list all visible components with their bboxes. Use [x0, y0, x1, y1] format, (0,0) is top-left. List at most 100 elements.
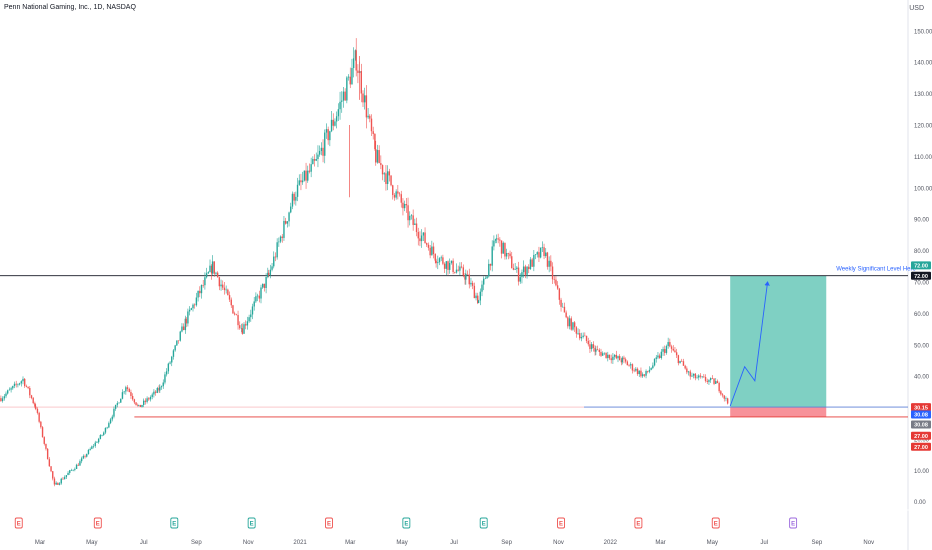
y-tick-label: 110.00 [914, 155, 932, 161]
candle-body [681, 360, 683, 362]
candle-body [526, 266, 528, 275]
candle-body [185, 318, 187, 324]
x-tick-label: Sep [501, 540, 512, 546]
candle-body [126, 387, 129, 389]
earnings-marker-box [711, 517, 720, 529]
currency-label: USD [909, 5, 924, 12]
candle-body [342, 91, 345, 101]
candle-body [617, 356, 619, 359]
candle-body [5, 393, 7, 397]
earnings-marker[interactable]: E [479, 517, 488, 529]
earnings-marker[interactable]: E [557, 517, 565, 529]
candle-body [52, 471, 54, 479]
candle-body [450, 260, 453, 264]
earnings-marker-letter: E [96, 522, 100, 528]
candle-body [533, 254, 535, 267]
candle-body [664, 349, 666, 353]
candle-body [106, 427, 108, 429]
candle-body [534, 254, 537, 256]
candle-body [652, 365, 654, 369]
price-label-box [911, 420, 931, 429]
price-label-box [911, 410, 931, 419]
stop-loss-zone [730, 407, 827, 417]
candle-body [471, 282, 474, 286]
candle-body [269, 269, 272, 275]
candle-body [390, 175, 392, 186]
candle-body [237, 315, 239, 326]
candle-body [69, 470, 71, 473]
candle-body [494, 239, 497, 241]
candle-body [409, 215, 411, 221]
candle-body [529, 259, 532, 270]
candle-body [116, 403, 119, 405]
candle-body [369, 115, 371, 119]
earnings-marker[interactable]: E [402, 517, 411, 529]
candle-body [118, 402, 120, 404]
x-tick-label: Jul [450, 540, 458, 546]
candle-body [365, 95, 368, 118]
earnings-marker[interactable]: E [711, 517, 720, 529]
candle-body [188, 309, 191, 312]
candle-body [519, 277, 521, 282]
candle-body [375, 149, 377, 163]
candle-body [288, 212, 290, 222]
candle-body [370, 118, 373, 132]
earnings-marker[interactable]: E [170, 517, 179, 529]
candle-body [240, 328, 243, 329]
earnings-marker[interactable]: E [634, 517, 643, 529]
candle-body [415, 223, 418, 233]
x-tick-label: 2021 [293, 540, 307, 546]
candle-body [192, 304, 194, 309]
candle-body [17, 384, 19, 386]
candle-body [437, 262, 439, 264]
candle-body [216, 272, 219, 278]
candle-body [449, 263, 451, 270]
earnings-marker[interactable]: E [247, 517, 256, 529]
candle-body [677, 355, 680, 364]
candle-body [74, 468, 76, 470]
candle-body [154, 391, 157, 393]
candle-body [648, 369, 651, 372]
earnings-marker[interactable]: E [325, 517, 333, 529]
candle-body [109, 419, 112, 424]
price-label-text: 27.00 [914, 434, 928, 440]
earnings-marker[interactable]: E [14, 517, 23, 529]
candle-body [612, 356, 614, 361]
candle-body [315, 159, 317, 161]
candle-body [300, 180, 302, 183]
candle-body [504, 242, 506, 257]
candle-body [67, 472, 69, 476]
candle-body [330, 119, 333, 132]
y-tick-label: 60.00 [914, 312, 930, 318]
candle-body [50, 466, 52, 472]
candle-body [169, 362, 171, 364]
candle-body [691, 375, 693, 377]
candle-body [723, 395, 725, 399]
candle-body [310, 164, 312, 172]
candle-body [187, 311, 189, 324]
candle-body [80, 458, 83, 462]
earnings-marker[interactable]: E [789, 517, 798, 529]
candle-body [232, 305, 234, 314]
earnings-marker-letter: E [559, 522, 563, 528]
candle-body [470, 282, 472, 285]
candle-body [227, 289, 229, 296]
candle-body [8, 389, 11, 391]
candle-body [594, 348, 596, 352]
earnings-marker[interactable]: E [93, 517, 102, 529]
candle-body [260, 287, 262, 299]
candle-body [553, 279, 555, 280]
candle-body [455, 269, 458, 273]
candle-body [514, 269, 516, 270]
candle-body [638, 370, 640, 375]
candle-body [24, 378, 26, 386]
candle-body [420, 235, 423, 242]
candle-body [397, 191, 399, 194]
candle-body [507, 253, 510, 254]
candle-body [684, 365, 686, 369]
candle-body [220, 284, 222, 287]
candle-body [447, 261, 449, 270]
candle-body [351, 68, 353, 85]
